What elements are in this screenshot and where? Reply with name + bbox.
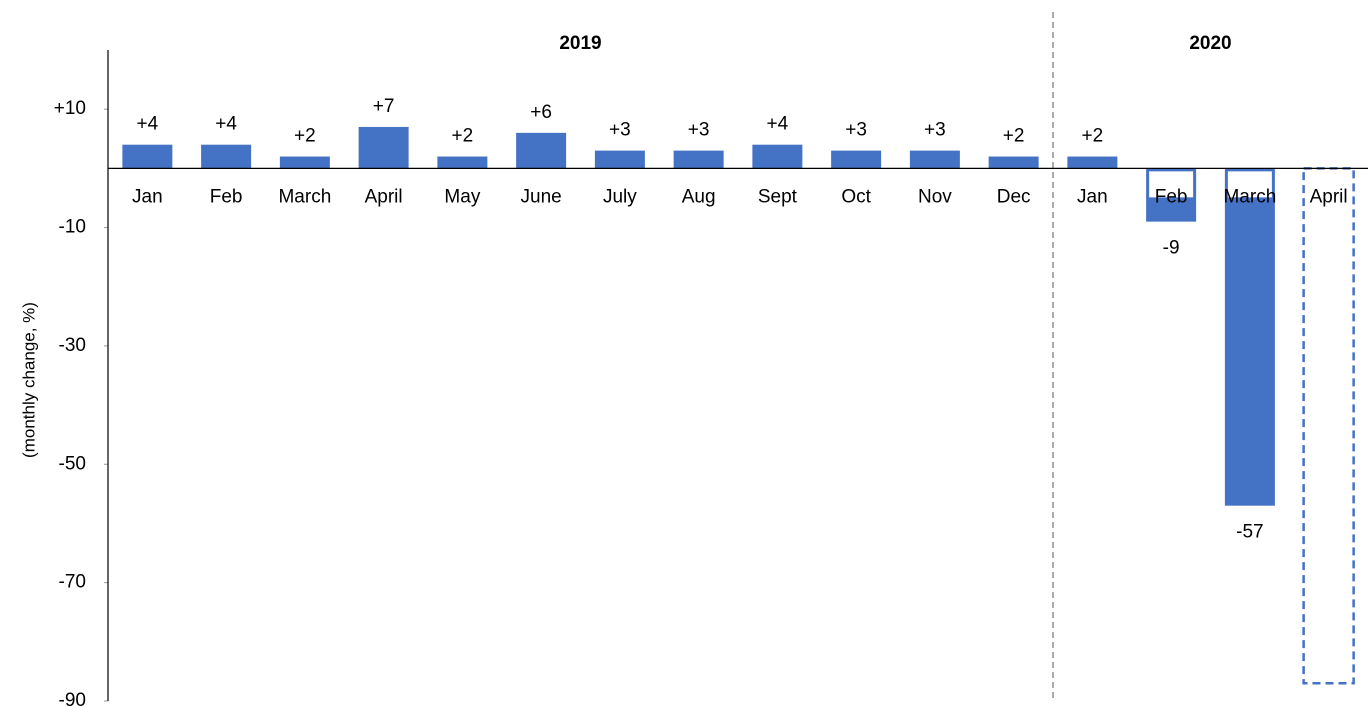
value-label: +2 [1082,126,1104,147]
bar [752,144,803,169]
y-tick-label: -50 [59,453,86,474]
x-tick-label: Feb [1155,186,1188,207]
projected-bar [1302,167,1355,685]
x-tick-label: Dec [997,186,1031,207]
value-label: +6 [530,102,552,123]
bar [279,156,330,169]
x-tick-label: Sept [758,186,798,207]
bar [594,150,645,169]
value-label: +4 [767,114,789,135]
y-tick-label: -10 [59,217,86,238]
x-tick-label: June [521,186,562,207]
value-label: +7 [373,96,395,117]
bar [1224,168,1275,506]
x-tick-label: Jan [132,186,163,207]
bar [437,156,488,169]
bar [122,144,173,169]
y-tick-label: -70 [59,572,86,593]
x-tick-label: March [1223,186,1276,207]
x-tick-label: Jan [1077,186,1108,207]
y-tick-label: -90 [59,690,86,706]
x-tick-label: March [278,186,331,207]
x-tick-label: Nov [918,186,952,207]
y-tick-label: +10 [54,98,86,119]
value-label: +3 [688,120,710,141]
value-label: +2 [1003,126,1025,147]
bar [358,126,409,169]
x-tick-label: Aug [682,186,716,207]
y-tick-label: -30 [59,335,86,356]
year-label: 2020 [1189,33,1231,54]
value-label: +4 [137,114,159,135]
value-label: -9 [1163,238,1180,259]
bar [988,156,1039,169]
bar [516,132,567,169]
bar [1067,156,1118,169]
x-tick-label: Oct [841,186,871,207]
x-tick-label: April [365,186,403,207]
y-axis-label: (monthly change, %) [19,302,38,458]
x-tick-label: July [603,186,637,207]
value-label: +4 [215,114,237,135]
x-tick-label: April [1310,186,1348,207]
label-backing [1149,171,1194,198]
bar [673,150,724,169]
label-backing [1227,171,1272,198]
bar [831,150,882,169]
x-tick-label: May [444,186,480,207]
bar [909,150,960,169]
year-label: 2019 [559,33,601,54]
x-tick-label: Feb [210,186,243,207]
value-label: +3 [609,120,631,141]
value-label: -57 [1236,522,1263,543]
value-label: +2 [294,126,316,147]
value-label: +2 [452,126,474,147]
bar [201,144,252,169]
value-label: +3 [845,120,867,141]
value-label: +3 [924,120,946,141]
